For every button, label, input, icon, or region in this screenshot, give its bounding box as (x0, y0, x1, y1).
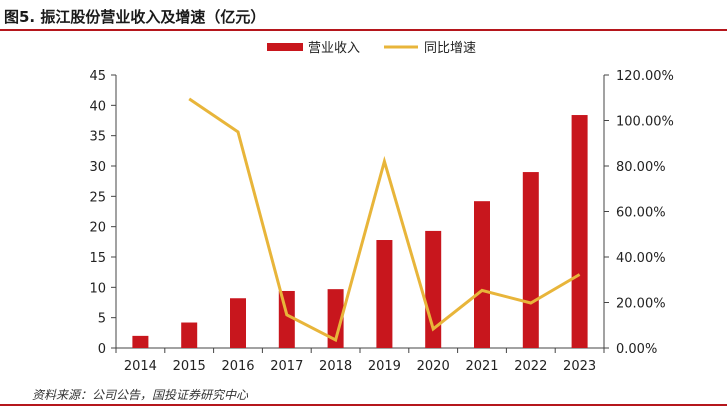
revenue-bar (230, 298, 246, 348)
revenue-bar (132, 335, 149, 348)
left-tick-label: 45 (89, 69, 106, 84)
bars (132, 115, 588, 348)
chart: 营业收入 同比增速 0 5 10 15 20 25 30 35 40 45 0.00% 20.00% 4… (89, 41, 673, 374)
x-tick-label: 2017 (270, 359, 303, 374)
revenue-bar (181, 322, 198, 348)
x-tick-label: 2014 (124, 359, 157, 374)
source-note: 资料来源：公司公告，国投证券研究中心 (32, 388, 249, 402)
right-tick-label: 100.00% (616, 115, 674, 130)
left-tick-label: 25 (89, 190, 106, 205)
left-tick-label: 0 (98, 342, 106, 357)
revenue-bar (474, 201, 490, 348)
x-tick-label: 2023 (563, 359, 596, 374)
right-tick-label: 20.00% (616, 297, 666, 312)
right-tick-label: 40.00% (616, 251, 666, 266)
left-tick-label: 5 (98, 312, 106, 327)
revenue-bar (522, 172, 539, 348)
x-tick-label: 2020 (417, 359, 450, 374)
left-tick-label: 15 (89, 251, 106, 266)
legend: 营业收入 同比增速 (267, 41, 476, 56)
legend-label-revenue: 营业收入 (308, 41, 360, 56)
left-tick-label: 10 (89, 281, 106, 296)
left-tick-label: 20 (89, 221, 106, 236)
axes: 0 5 10 15 20 25 30 35 40 45 0.00% 20.00% 40.00% 60.00… (89, 69, 673, 374)
title-divider (0, 29, 727, 31)
x-tick-label: 2018 (319, 359, 352, 374)
revenue-bar (327, 289, 344, 348)
left-tick-label: 30 (89, 160, 106, 175)
x-tick-label: 2019 (368, 359, 401, 374)
x-tick-label: 2016 (221, 359, 254, 374)
revenue-bar (571, 115, 588, 348)
left-tick-label: 40 (89, 99, 106, 114)
right-tick-label: 0.00% (616, 342, 657, 357)
right-tick-label: 60.00% (616, 206, 666, 221)
growth-line (188, 97, 581, 343)
x-tick-label: 2015 (173, 359, 206, 374)
right-tick-label: 80.00% (616, 160, 666, 175)
legend-swatch-revenue (267, 43, 303, 51)
right-tick-label: 120.00% (616, 69, 674, 84)
left-tick-label: 35 (89, 130, 106, 145)
chart-title: 图5. 振江股份营业收入及增速（亿元） (4, 8, 266, 26)
x-tick-label: 2021 (465, 359, 498, 374)
bottom-divider (0, 404, 727, 406)
x-tick-label: 2022 (514, 359, 547, 374)
revenue-bar (376, 240, 393, 348)
growth-line-path (188, 97, 581, 343)
legend-label-growth: 同比增速 (424, 41, 476, 56)
